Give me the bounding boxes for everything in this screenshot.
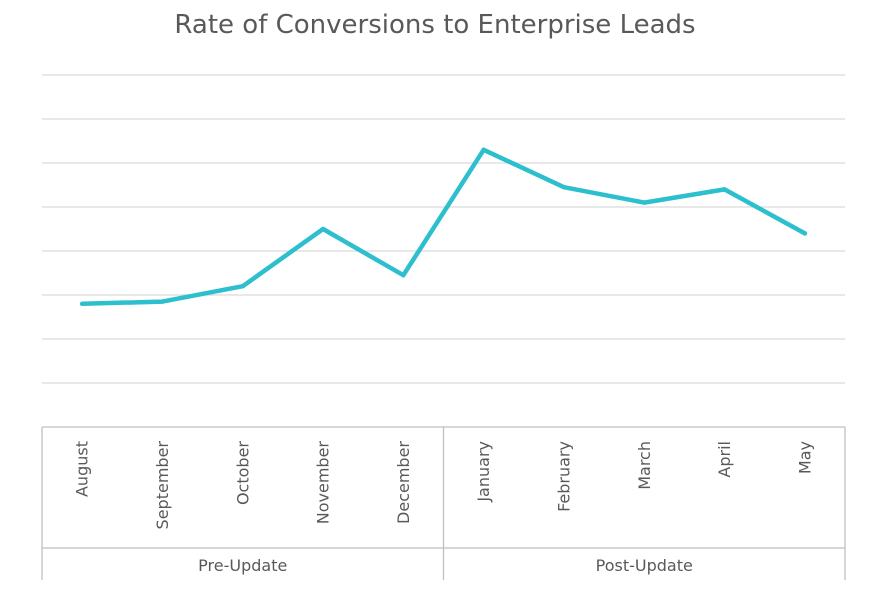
data-point [240, 284, 245, 289]
data-point [481, 147, 486, 152]
x-tick-label: May [795, 441, 814, 474]
x-tick-label: August [73, 441, 92, 497]
x-tick-label: December [394, 441, 413, 524]
data-point [642, 200, 647, 205]
x-tick-label: January [474, 441, 493, 503]
data-point [722, 187, 727, 192]
data-point [561, 185, 567, 190]
x-tick-label: September [153, 441, 172, 530]
data-point [79, 301, 85, 306]
x-tick-label: October [233, 441, 252, 505]
chart-title: Rate of Conversions to Enterprise Leads [174, 10, 696, 40]
x-tick-label: April [715, 441, 734, 478]
data-point [320, 226, 326, 232]
group-label: Post-Update [596, 556, 693, 575]
series-line [79, 147, 808, 307]
x-tick-label: November [314, 441, 333, 525]
data-point [160, 299, 165, 304]
data-point [401, 273, 406, 278]
x-tick-label: March [635, 441, 654, 490]
data-point [802, 231, 808, 236]
x-tick-label: February [554, 441, 573, 512]
group-label: Pre-Update [198, 556, 287, 575]
